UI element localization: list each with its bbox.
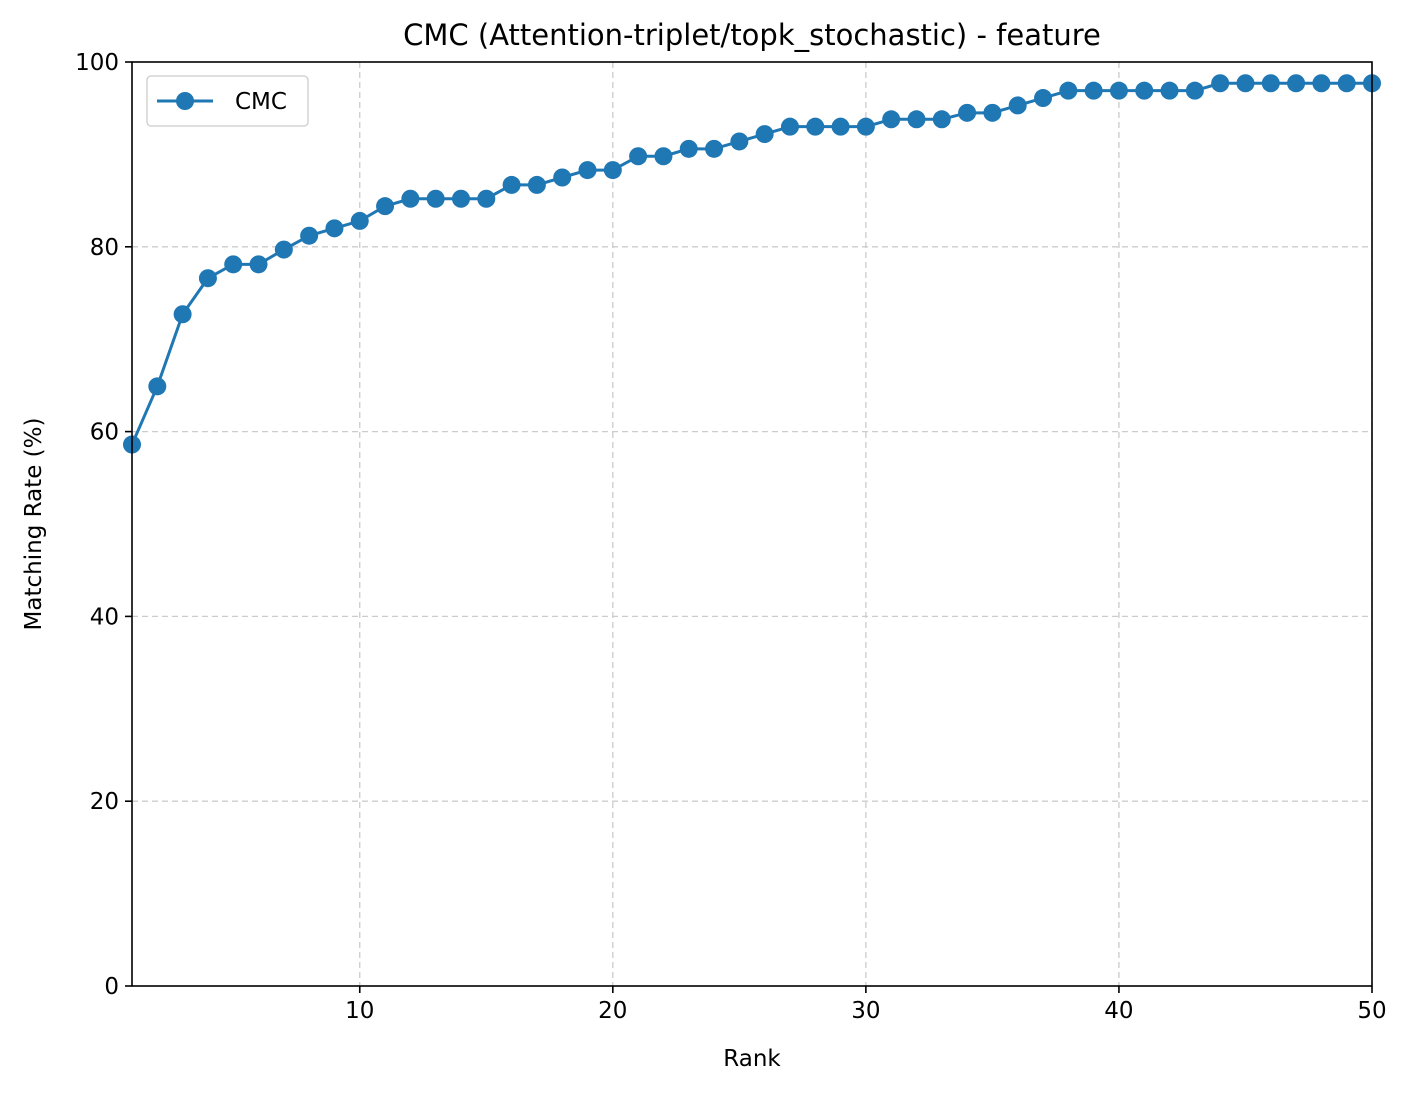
data-point xyxy=(1008,96,1027,115)
data-point xyxy=(1236,74,1255,93)
grid-lines xyxy=(132,62,1373,986)
data-point xyxy=(477,189,496,208)
data-point xyxy=(755,125,774,144)
data-point xyxy=(882,110,901,129)
data-point xyxy=(831,117,850,136)
data-point xyxy=(502,175,521,194)
data-point xyxy=(350,211,369,230)
data-point xyxy=(148,377,167,396)
data-point xyxy=(730,132,749,151)
data-point xyxy=(1135,81,1154,100)
legend-marker-icon xyxy=(176,92,194,110)
legend-label: CMC xyxy=(235,89,287,115)
data-point xyxy=(983,103,1002,122)
data-point xyxy=(376,197,395,216)
data-point xyxy=(300,226,319,245)
data-point xyxy=(274,240,293,259)
data-point xyxy=(780,117,799,136)
data-point xyxy=(1312,74,1331,93)
data-point xyxy=(629,147,648,166)
y-axis-label: Matching Rate (%) xyxy=(21,418,47,631)
data-point xyxy=(603,161,622,180)
data-point xyxy=(1109,81,1128,100)
data-point xyxy=(451,189,470,208)
data-point xyxy=(527,175,546,194)
chart-title: CMC (Attention-triplet/topk_stochastic) … xyxy=(403,18,1101,52)
legend-box xyxy=(146,75,309,127)
series-line xyxy=(130,81,1372,446)
x-axis: 10 20 30 40 50 xyxy=(345,986,1387,1024)
data-point xyxy=(1337,74,1356,93)
data-point xyxy=(907,110,926,129)
x-tick-label: 20 xyxy=(598,998,627,1024)
data-point xyxy=(806,117,825,136)
data-point xyxy=(426,189,445,208)
series-layer xyxy=(123,74,1381,454)
data-point xyxy=(224,255,243,274)
y-tick-label: 100 xyxy=(75,50,119,76)
data-point xyxy=(679,139,698,158)
y-tick-label: 0 xyxy=(104,974,119,1000)
data-point xyxy=(932,110,951,129)
data-point xyxy=(958,103,977,122)
data-point xyxy=(1261,74,1280,93)
data-point xyxy=(1059,81,1078,100)
y-tick-label: 40 xyxy=(90,604,119,630)
data-point xyxy=(325,219,344,238)
data-point xyxy=(856,117,875,136)
data-point xyxy=(553,168,572,187)
x-axis-label: Rank xyxy=(723,1046,781,1072)
y-tick-label: 20 xyxy=(90,789,119,815)
legend: CMC xyxy=(146,75,309,127)
data-point xyxy=(1211,74,1230,93)
data-point xyxy=(654,147,673,166)
data-point xyxy=(1185,81,1204,100)
data-point xyxy=(401,189,420,208)
data-point xyxy=(249,255,268,274)
data-point xyxy=(1160,81,1179,100)
x-tick-label: 10 xyxy=(345,998,374,1024)
y-tick-label: 80 xyxy=(90,235,119,261)
data-point xyxy=(198,269,217,288)
x-tick-label: 30 xyxy=(851,998,880,1024)
y-tick-label: 60 xyxy=(90,420,119,446)
data-point xyxy=(1034,89,1053,108)
x-tick-label: 50 xyxy=(1357,998,1386,1024)
plot-frame xyxy=(131,61,1373,987)
data-point xyxy=(1287,74,1306,93)
data-point xyxy=(578,161,597,180)
data-point xyxy=(1084,81,1103,100)
data-point xyxy=(705,139,724,158)
data-point xyxy=(173,305,192,324)
x-tick-label: 40 xyxy=(1104,998,1133,1024)
y-axis: 0 20 40 60 80 100 xyxy=(75,50,132,1000)
